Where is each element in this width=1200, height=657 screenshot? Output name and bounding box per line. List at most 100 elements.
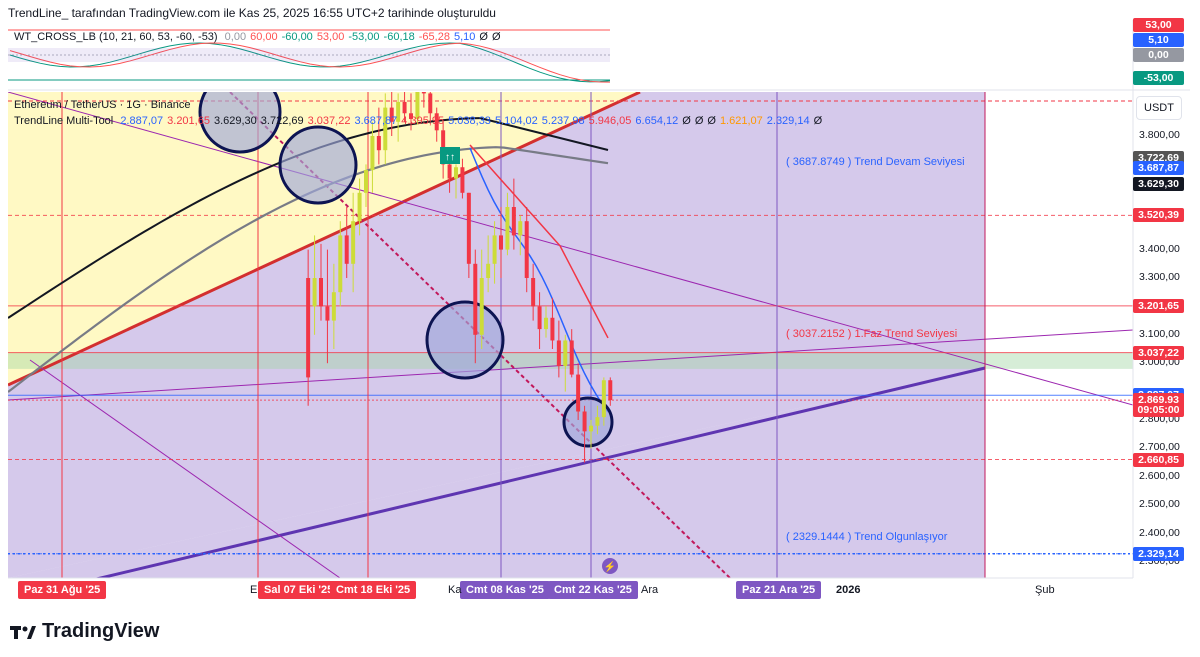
buy-signal-marker (440, 147, 460, 164)
legend-value: 5.237,98 (541, 115, 585, 127)
legend-value: 3.201,65 (167, 115, 210, 127)
tradingview-logo-icon (10, 625, 36, 639)
legend-value: -53,00 (348, 31, 380, 43)
candle-body-45 (595, 417, 600, 426)
candle-body-28 (486, 263, 491, 278)
time-badge: Paz 21 Ara '25 (736, 581, 822, 599)
time-label: 2026 (836, 584, 861, 596)
legend-value: 60,00 (250, 31, 278, 43)
price-tick: 3.300,00 (1139, 271, 1180, 283)
legend-value: Ø (479, 31, 488, 43)
level-annotation: ( 3037.2152 ) 1.Faz Trend Seviyesi (786, 327, 958, 340)
candle-body-43 (582, 411, 587, 432)
price-tick: 3.800,00 (1139, 129, 1180, 141)
candle-body-36 (537, 306, 542, 330)
time-label: Şub (1035, 584, 1055, 596)
candle-body-6 (344, 235, 349, 264)
candle-body-26 (473, 263, 478, 335)
time-label: Ka (448, 584, 462, 596)
legend-value: -60,18 (383, 31, 415, 43)
ema-red-line (469, 144, 609, 339)
dashed-magenta-line (229, 92, 731, 578)
oscillator-title: WT_CROSS_LB (10, 21, 60, 53, -60, -53) (14, 31, 218, 43)
legend-value: 2.887,07 (120, 115, 164, 127)
price-tick: 2.600,00 (1139, 469, 1180, 482)
candle-body-0 (306, 278, 311, 378)
legend-value: 0,00 (224, 31, 247, 43)
candle-body-27 (479, 278, 484, 335)
tradingview-logo[interactable]: TradingView (10, 620, 159, 643)
time-label: E (250, 584, 258, 596)
candle-body-18 (421, 92, 426, 94)
price-tick: 3.400,00 (1139, 242, 1180, 255)
price-tag: 2.660,85 (1133, 452, 1184, 467)
candle-body-17 (415, 92, 420, 119)
price-tag: 2.329,14 (1133, 546, 1184, 561)
price-tick: 2.400,00 (1139, 526, 1180, 539)
attribution-header: TrendLine_ tarafından TradingView.com il… (8, 6, 496, 20)
symbol-legend: Ethereum / TetherUS · 1G · Binance (14, 99, 195, 111)
time-label: Ara (641, 584, 659, 596)
legend-value: 6.654,12 (635, 115, 679, 127)
time-badge: Cmt 08 Kas '25 (460, 581, 550, 599)
legend-value: Ø (694, 115, 704, 127)
osc-wt2-line (9, 42, 611, 83)
red-trendline (8, 92, 641, 387)
tool-title: TrendLine Multi-Tool (14, 115, 114, 127)
legend-value: 53,00 (316, 31, 345, 43)
legend-value: 5.946,05 (588, 115, 632, 127)
candle-body-16 (409, 113, 413, 119)
lower-diag-line (29, 359, 341, 578)
price-tag: 09:05:00 (1133, 403, 1184, 418)
candle-body-14 (396, 101, 401, 122)
oscillator-legend: WT_CROSS_LB (10, 21, 60, 53, -60, -53) 0… (14, 31, 509, 43)
price-tick: 3.100,00 (1139, 327, 1180, 340)
candle-body-39 (556, 340, 561, 367)
candle-body-38 (550, 317, 555, 341)
candle-body-32 (511, 207, 516, 236)
candle-body-31 (505, 207, 510, 250)
candle-body-33 (518, 221, 523, 236)
candle-body-13 (389, 107, 394, 122)
candle-body-1 (312, 278, 317, 307)
legend-value: 3.629,30 (213, 115, 257, 127)
highlight-circle-3 (562, 396, 614, 448)
candle-body-8 (357, 192, 362, 222)
legend-value: Ø (707, 115, 716, 127)
legend-value: 4.395,95 (401, 115, 445, 127)
oscillator-pane (8, 25, 610, 88)
candle-body-40 (563, 340, 568, 367)
osc-axis-tag: -53,00 (1133, 71, 1184, 85)
candle-body-7 (351, 221, 356, 264)
highlight-circle-2 (425, 300, 505, 380)
price-tag: 3.201,65 (1133, 298, 1184, 313)
price-tick: 2.700,00 (1139, 441, 1180, 454)
candle-body-3 (325, 306, 330, 321)
purple-support-trendline (94, 366, 986, 578)
tradingview-brand: TradingView (42, 620, 160, 642)
lightning-glyph: ⚡ (604, 560, 616, 573)
time-badge: Sal 07 Eki '25 (258, 581, 340, 599)
ema-blue-line (469, 147, 609, 413)
candle-body-34 (524, 221, 529, 278)
time-badge: Paz 31 Ağu '25 (18, 581, 107, 599)
level-annotation: ( 2329.1444 ) Trend Olgunlaşıyor (786, 530, 948, 543)
symbol-title: Ethereum / TetherUS · 1G · Binance (14, 99, 191, 111)
osc-histogram-area (8, 48, 610, 62)
legend-value: 3.687,87 (354, 115, 398, 127)
level-annotation: ( 3687.8749 ) Trend Devam Seviyesi (786, 155, 965, 168)
candle-body-5 (338, 235, 343, 293)
lightning-icon (602, 558, 618, 574)
price-tag: 3.037,22 (1133, 345, 1184, 360)
candle-body-19 (428, 93, 433, 114)
buy-signal-arrow-icon: ↑↑ (445, 152, 455, 163)
candle-body-23 (454, 167, 458, 179)
candle-body-47 (608, 380, 613, 401)
legend-value: 5.104,02 (494, 115, 538, 127)
currency-selector[interactable]: USDT (1136, 96, 1182, 120)
candle-body-9 (364, 170, 368, 193)
candle-body-15 (402, 101, 407, 114)
legend-value: 3.722,69 (260, 115, 304, 127)
legend-value: 2.329,14 (766, 115, 810, 127)
price-plot: ↑↑ ⚡ (8, 92, 1133, 578)
